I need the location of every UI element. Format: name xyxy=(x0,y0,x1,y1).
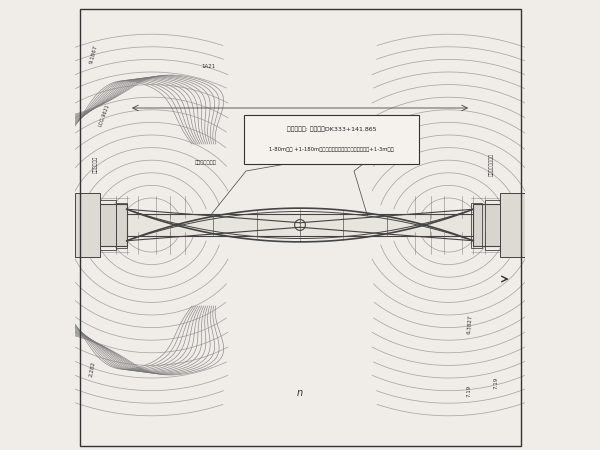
Text: 桩位用大桥: 中心桩号DK333+141.865: 桩位用大桥: 中心桩号DK333+141.865 xyxy=(287,127,376,132)
FancyBboxPatch shape xyxy=(244,115,419,164)
Bar xyxy=(75,194,100,256)
Bar xyxy=(115,202,127,248)
Bar xyxy=(97,203,127,247)
Text: 过河两岸前沿高程: 过河两岸前沿高程 xyxy=(489,153,494,176)
Text: 1-80m钢架 +1-180m中承式提篮钢管混凝土矢腹面行支架+1-3m盖架: 1-80m钢架 +1-180m中承式提篮钢管混凝土矢腹面行支架+1-3m盖架 xyxy=(269,147,394,152)
Text: LCG.9621: LCG.9621 xyxy=(97,103,110,127)
Bar xyxy=(500,194,525,256)
Text: 9.1867: 9.1867 xyxy=(89,44,98,64)
Bar xyxy=(471,202,482,248)
Bar xyxy=(485,200,500,250)
Bar xyxy=(100,200,115,250)
Bar xyxy=(473,203,503,247)
Text: 2.282: 2.282 xyxy=(89,361,96,377)
Text: 1A21: 1A21 xyxy=(201,63,215,68)
Text: n: n xyxy=(297,388,303,398)
Text: 6.3827: 6.3827 xyxy=(467,314,473,334)
Text: 大桥前沿平准道: 大桥前沿平准道 xyxy=(194,160,217,165)
Text: 地坪需筋前沿平准: 地坪需筋前沿平准 xyxy=(386,160,412,165)
Text: 桩墩前沿平准: 桩墩前沿平准 xyxy=(93,156,98,173)
Text: 7.19: 7.19 xyxy=(493,376,499,389)
Text: 7.19: 7.19 xyxy=(467,385,472,397)
Bar xyxy=(97,214,502,236)
